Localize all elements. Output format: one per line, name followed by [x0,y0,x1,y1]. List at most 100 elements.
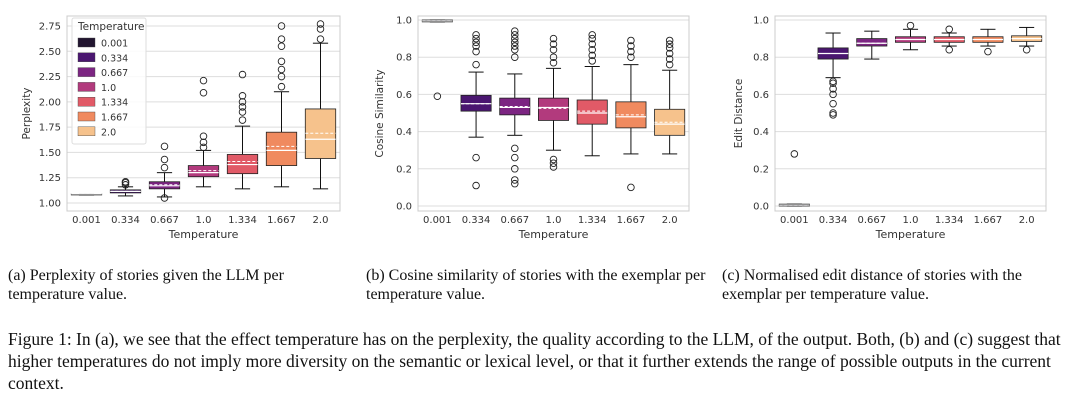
outlier-point [549,155,558,164]
y-tick-label: 0.4 [396,127,412,138]
legend-swatch [77,52,96,62]
box-1.334 [226,70,259,190]
outlier-point [511,42,519,50]
outlier-point [627,53,635,61]
outlier-point [945,46,953,54]
outlier-point [665,40,674,48]
y-tick-label: 2.50 [39,47,61,58]
plot-frame [774,15,1047,212]
outlier-point [549,34,558,43]
legend-entry: 1.667 [101,113,128,124]
y-tick-label: 1.50 [39,148,61,159]
outlier-point [627,42,635,50]
legend-entry: 0.667 [101,68,128,79]
box-2.0 [304,20,337,190]
outlier-point [588,57,596,65]
outlier-point [549,59,558,67]
outlier-point [121,181,130,189]
x-tick-label: 1.334 [578,215,607,226]
panel-b [417,15,690,212]
outlier-point [511,176,519,184]
caption-a: (a) Perplexity of stories given the LLM … [8,267,284,303]
outlier-point [121,178,130,186]
box-1.0 [187,76,220,188]
outlier-point [277,65,286,74]
legend-swatch [77,96,96,107]
y-tick-label: 0.8 [753,53,769,64]
outlier-point [511,34,519,43]
x-tick-label: 0.667 [857,215,886,226]
outlier-point [277,82,286,91]
outlier-point [277,35,286,43]
box-0.667 [499,27,531,188]
outlier-point [277,42,286,50]
outlier-point [588,46,596,54]
box-0.667 [148,142,181,202]
y-tick-label: 0.2 [753,164,769,175]
y-tick-label: 2.25 [39,72,61,83]
outlier-point [511,165,519,173]
outlier-point [829,85,837,93]
legend-box [71,17,147,145]
panel-c [774,15,1047,212]
legend-swatch [77,82,96,92]
x-tick-label: 1.0 [196,215,212,226]
outlier-point [588,34,596,43]
box-body [187,165,220,178]
x-tick-label: 0.334 [462,215,491,226]
box-1.0 [895,21,926,51]
y-axis-label: Cosine Similarity [374,69,386,157]
box-body [265,131,298,166]
outlier-point [472,38,480,47]
outlier-point [511,179,519,188]
y-tick-label: 1.0 [396,16,412,27]
outlier-point [511,38,519,47]
outlier-point [588,31,596,39]
outlier-point [160,163,169,172]
outlier-point [945,25,953,34]
x-tick-label: 2.0 [1019,215,1035,226]
x-axis-label: Temperature [168,228,239,241]
outlier-point [472,153,480,162]
outlier-point [627,36,635,45]
outlier-point [160,142,169,151]
outlier-point [511,31,519,39]
box-1.334 [576,31,608,157]
x-tick-label: 0.001 [423,215,452,226]
outlier-point [433,92,442,101]
outlier-point [588,40,596,48]
outlier-point [199,138,208,147]
outlier-point [549,53,558,61]
outlier-point [316,25,325,33]
x-tick-label: 1.334 [935,215,964,226]
outlier-point [906,21,915,30]
y-axis-label: Edit Distance [733,79,745,149]
legend-entry: 1.334 [101,98,128,109]
x-tick-label: 1.667 [974,215,1003,226]
y-tick-label: 0.6 [753,90,769,101]
outlier-point [1022,46,1031,54]
x-tick-label: 1.667 [617,215,646,226]
outlier-point [511,144,519,153]
outlier-point [549,163,558,171]
outlier-point [829,111,837,119]
y-tick-label: 2.75 [39,22,61,33]
outlier-point [472,34,480,43]
outlier-point [790,150,799,158]
outlier-point [238,108,247,116]
outlier-point [665,55,674,63]
box-1.334 [933,25,965,54]
outlier-point [238,98,247,106]
x-tick-label: 1.0 [546,215,562,226]
box-0.001 [70,193,103,196]
x-tick-label: 0.667 [500,215,529,226]
outlier-point [316,35,325,43]
outlier-point [665,60,674,69]
outlier-point [665,49,674,58]
outlier-point [511,53,519,61]
box-1.0 [538,34,569,171]
y-tick-label: 1.0 [753,16,769,27]
box-1.667 [615,36,647,192]
outlier-point [238,70,247,79]
